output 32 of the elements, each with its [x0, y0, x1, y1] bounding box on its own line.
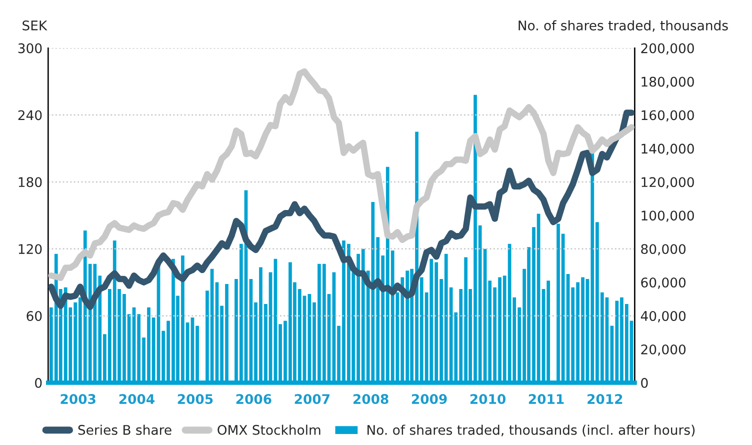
- y-tick-label: 120: [18, 244, 42, 254]
- x-tick-label: 2005: [178, 394, 213, 404]
- x-tick-label: 2012: [588, 394, 622, 404]
- y-tick-label: 0: [35, 378, 42, 388]
- y2-tick-label: 120,000: [642, 177, 694, 188]
- x-tick-label: 2004: [119, 394, 154, 404]
- y2-tick-label: 0: [641, 378, 648, 388]
- y-tick-label: 240: [18, 110, 42, 120]
- y2-tick-label: 140,000: [642, 144, 694, 155]
- y2-tick-label: 60,000: [641, 278, 686, 289]
- x-tick-label: 2010: [470, 394, 506, 404]
- legend-label: No. of shares traded, thousands (incl. after hours): [368, 424, 695, 436]
- y2-axis-title: No. of shares traded, thousands: [518, 20, 728, 32]
- y2-tick-label: 200,000: [641, 43, 694, 55]
- legend-label: OMX Stockholm: [218, 424, 320, 435]
- y-tick-label: 180: [18, 177, 42, 188]
- y-axis-title: SEK: [22, 20, 48, 30]
- x-tick-label: 2006: [236, 394, 272, 404]
- y-tick-label: 60: [26, 310, 42, 321]
- y2-tick-label: 160,000: [642, 110, 694, 122]
- x-tick-label: 2008: [353, 394, 388, 404]
- y-tick-label: 300: [18, 43, 42, 54]
- legend-label: Series B share: [78, 424, 172, 435]
- y2-tick-label: 180,000: [642, 76, 694, 88]
- x-tick-label: 2007: [294, 394, 330, 404]
- x-tick-label: 2011: [528, 394, 564, 404]
- x-tick-label: 2003: [60, 394, 96, 404]
- x-tick-label: 2009: [412, 394, 447, 404]
- y2-tick-label: 40,000: [640, 310, 686, 322]
- y2-tick-label: 20,000: [641, 344, 686, 356]
- y2-tick-label: 100,000: [642, 210, 694, 222]
- y2-tick-label: 80,000: [641, 244, 686, 256]
